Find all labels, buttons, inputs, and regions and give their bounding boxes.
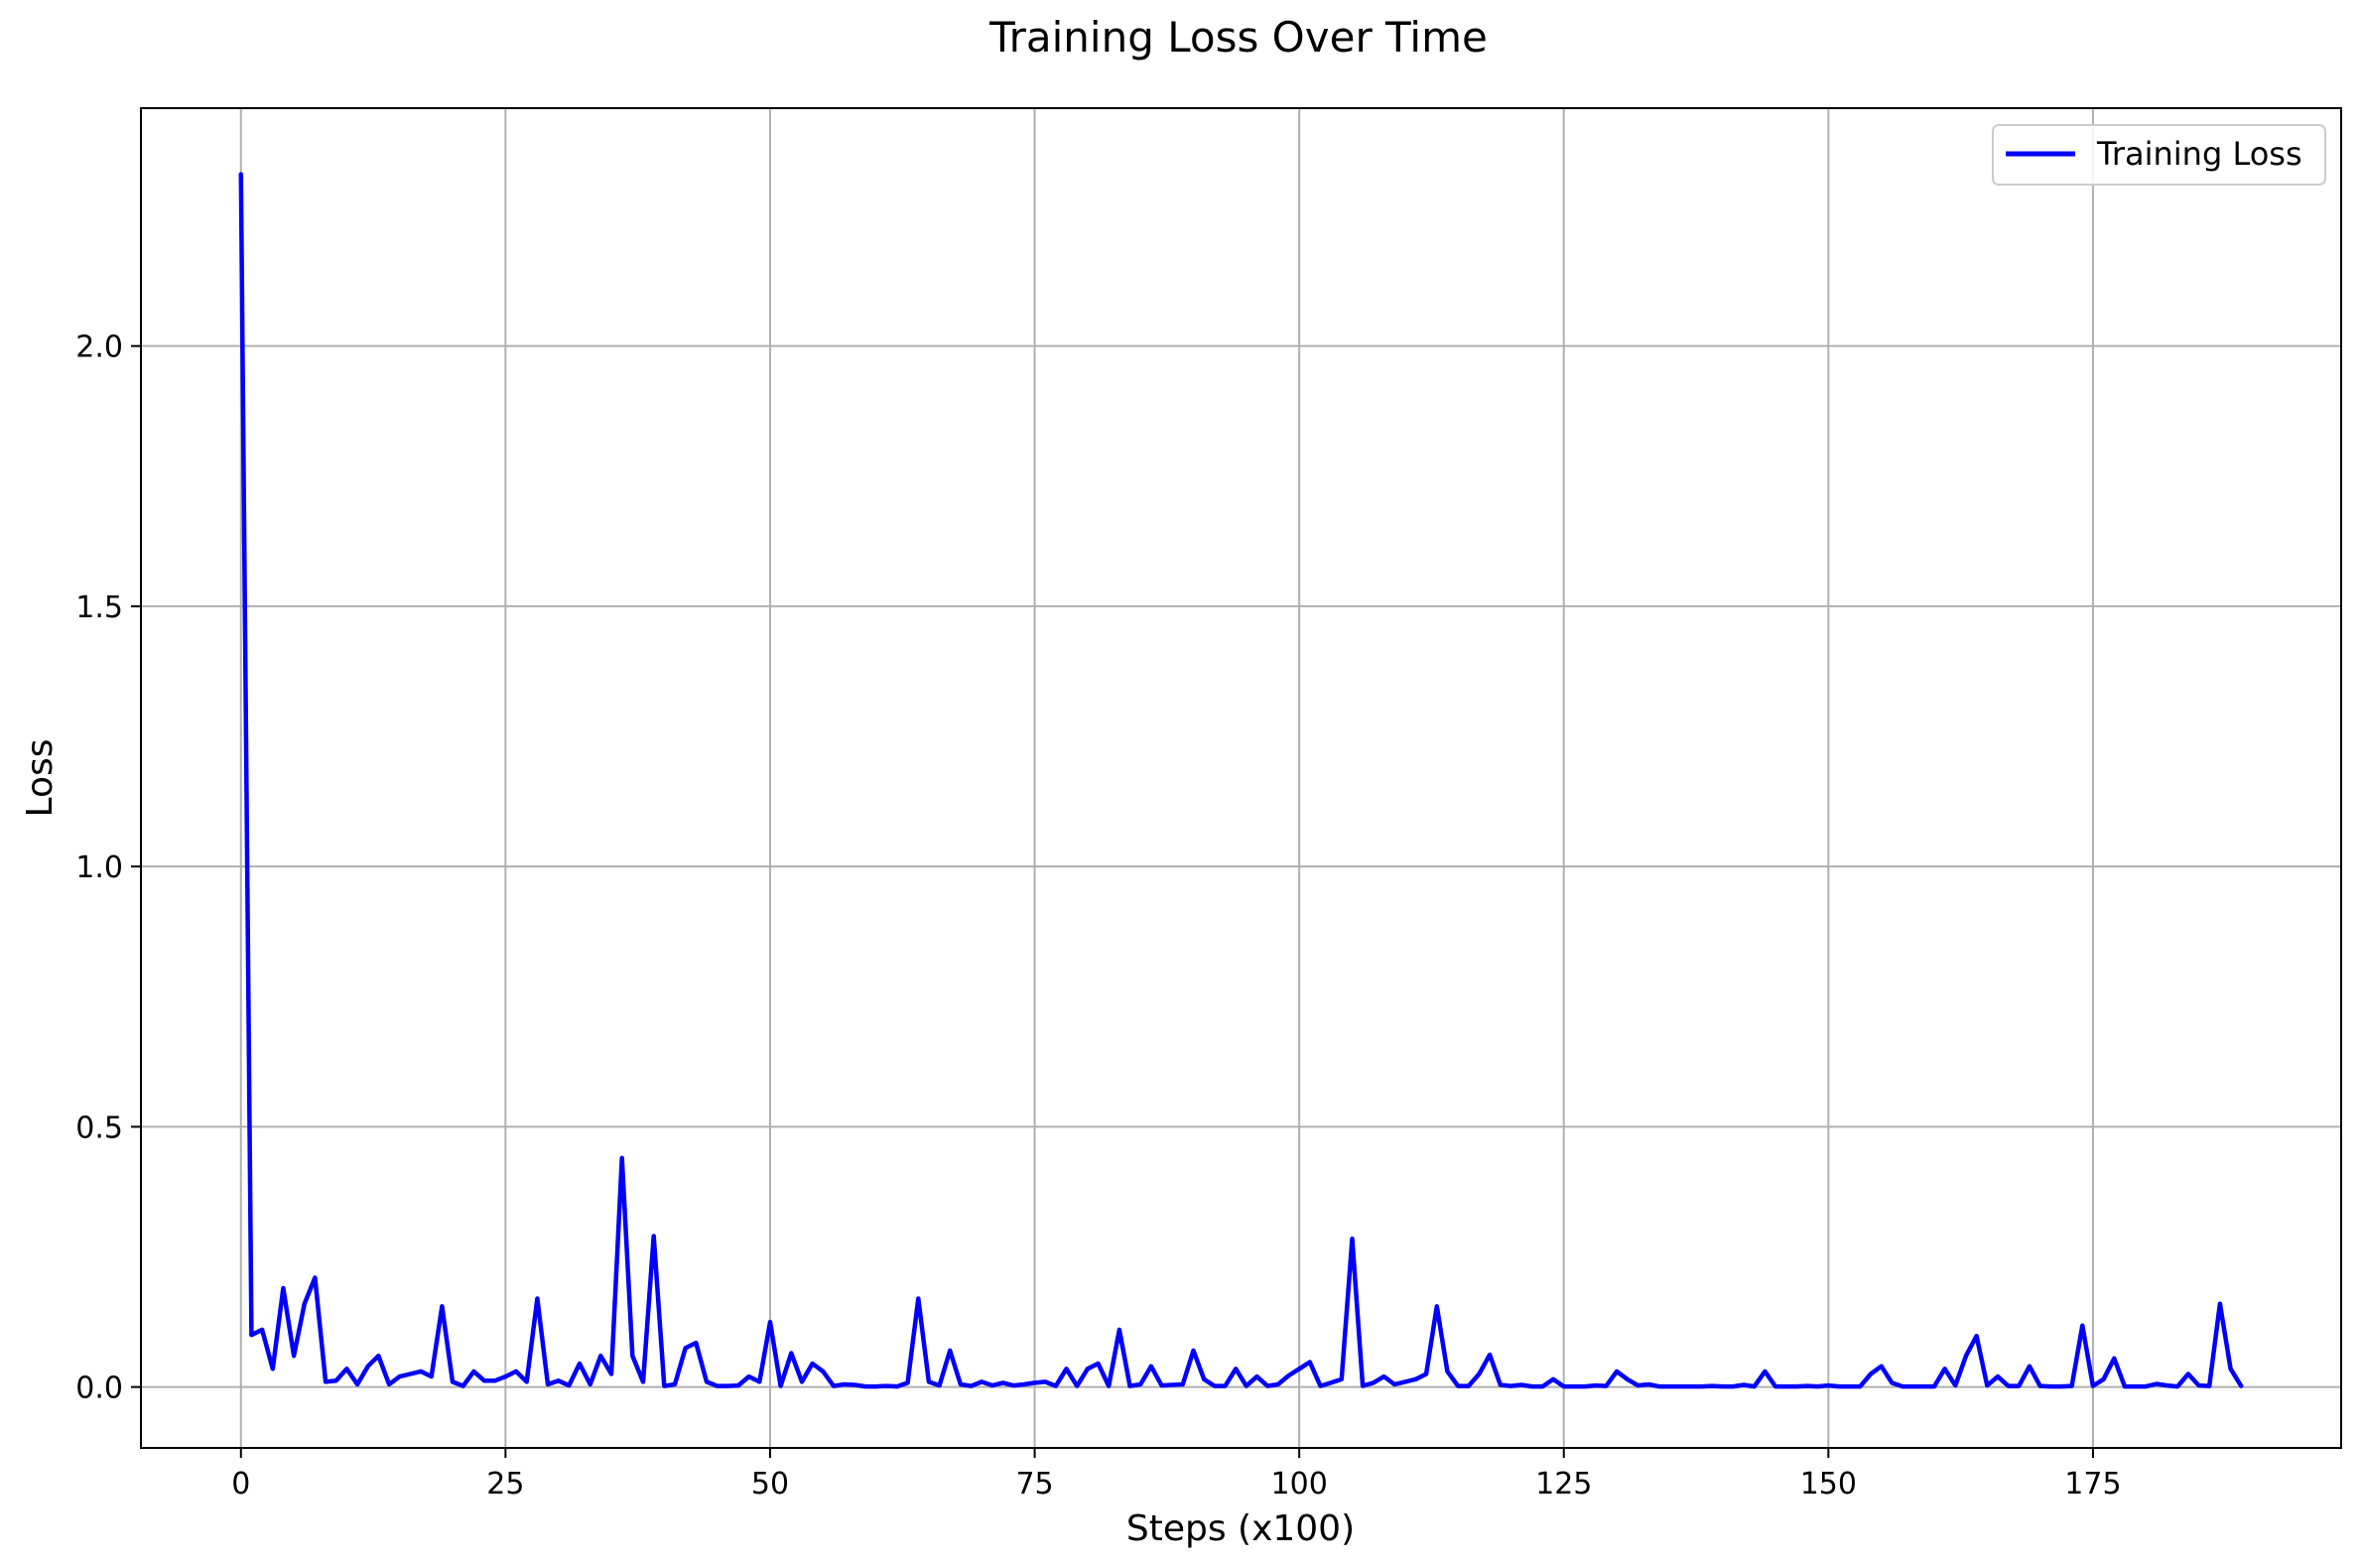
x-axis-ticks: 0 25 50 75 100 125 150 175 [231,1448,2122,1502]
y-tick-label: 0.5 [75,1111,123,1145]
x-tick-label: 125 [1535,1467,1592,1502]
series-layer [238,172,2244,1389]
x-tick-label: 0 [231,1467,250,1502]
chart-title: Training Loss Over Time [988,13,1488,62]
x-tick-label: 175 [2064,1467,2121,1502]
legend-label-training-loss: Training Loss [2096,135,2302,173]
x-tick-label: 25 [486,1467,524,1502]
y-tick-label: 1.0 [75,850,123,885]
series-line-training-loss [238,172,2244,1389]
legend: Training Loss [1992,124,2326,186]
grid [141,108,2341,1448]
y-axis-ticks: 0.0 0.5 1.0 1.5 2.0 [75,330,141,1406]
x-tick-label: 150 [1800,1467,1857,1502]
y-tick-label: 2.0 [75,330,123,365]
x-tick-label: 100 [1271,1467,1328,1502]
x-tick-label: 50 [751,1467,789,1502]
y-tick-label: 1.5 [75,590,123,625]
x-axis-label: Steps (x100) [1126,1508,1355,1549]
legend-box [1992,124,2326,186]
x-tick-label: 75 [1015,1467,1053,1502]
plot-frame [140,107,2342,1449]
y-axis-label: Loss [20,739,61,818]
y-tick-label: 0.0 [75,1372,123,1406]
